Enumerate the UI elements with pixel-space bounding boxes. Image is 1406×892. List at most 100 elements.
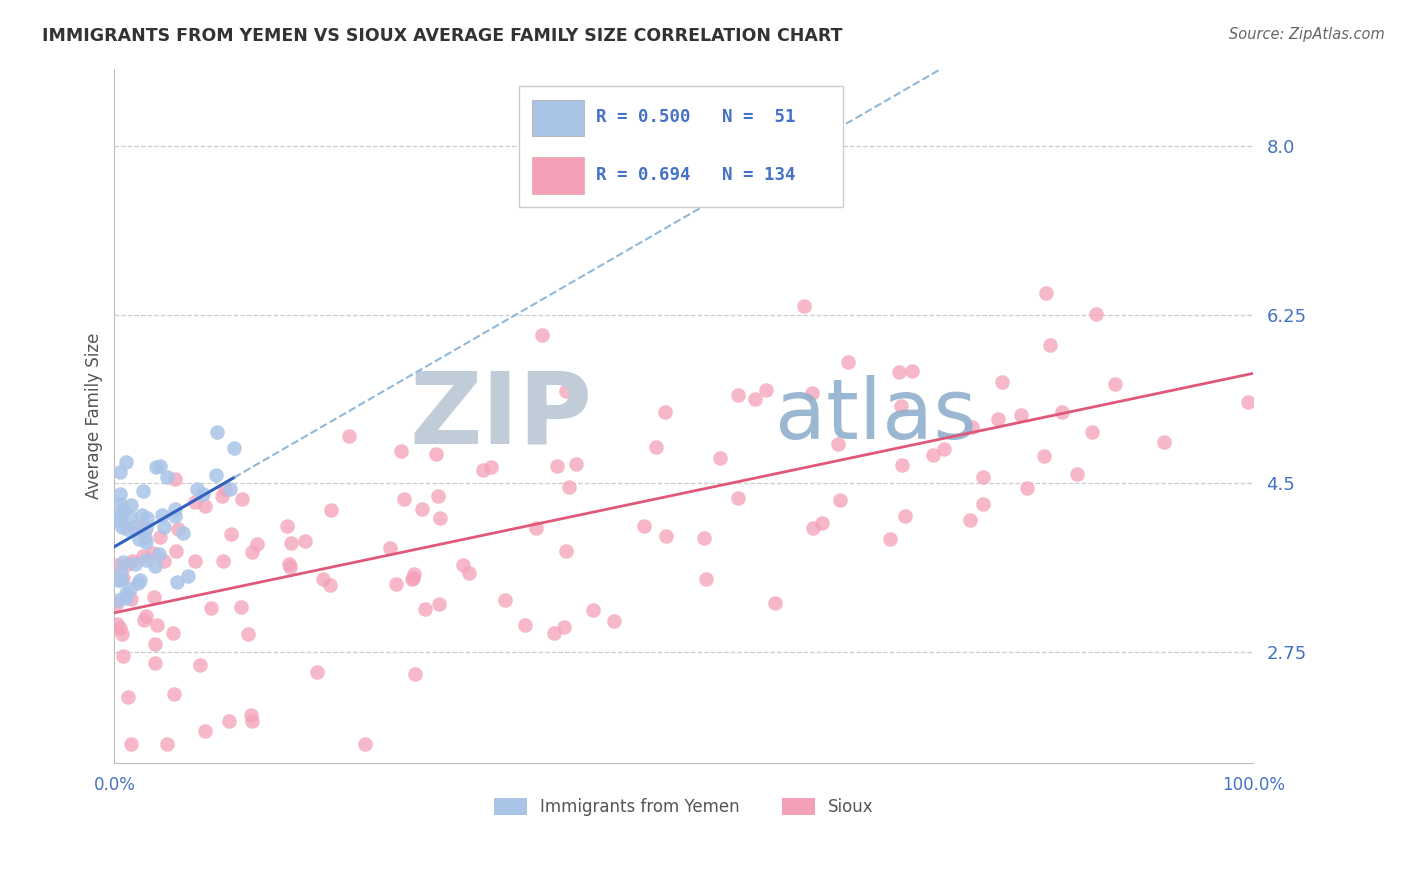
Point bbox=[1066, 467, 1088, 481]
Point bbox=[763, 596, 786, 610]
Point bbox=[427, 597, 450, 611]
Point bbox=[166, 574, 188, 589]
Point bbox=[110, 566, 132, 580]
Point bbox=[1104, 376, 1126, 391]
Point bbox=[276, 518, 298, 533]
Bar bbox=[533, 100, 583, 136]
Point bbox=[121, 737, 143, 751]
Point bbox=[401, 572, 423, 586]
Point bbox=[207, 425, 229, 440]
Point bbox=[110, 509, 132, 524]
Point bbox=[727, 388, 749, 402]
Point bbox=[142, 591, 165, 605]
Point bbox=[389, 444, 412, 458]
Point bbox=[1032, 449, 1054, 463]
Point bbox=[117, 690, 139, 704]
Point bbox=[392, 491, 415, 506]
Point bbox=[118, 509, 141, 524]
Point bbox=[1236, 395, 1258, 409]
Point bbox=[1035, 286, 1057, 301]
Point bbox=[191, 487, 214, 501]
Point bbox=[1050, 405, 1073, 419]
Point bbox=[134, 530, 156, 544]
Point bbox=[801, 386, 824, 401]
Point bbox=[901, 364, 924, 378]
Point bbox=[143, 559, 166, 574]
Point bbox=[128, 532, 150, 546]
Point bbox=[811, 516, 834, 530]
Point bbox=[129, 519, 152, 533]
Point bbox=[163, 687, 186, 701]
Point bbox=[110, 574, 132, 588]
Point bbox=[212, 554, 235, 568]
FancyBboxPatch shape bbox=[519, 86, 844, 208]
Point bbox=[543, 626, 565, 640]
Point bbox=[111, 627, 134, 641]
Point bbox=[411, 502, 433, 516]
Point bbox=[111, 520, 134, 534]
Point bbox=[148, 459, 170, 474]
Point bbox=[153, 554, 176, 568]
Point bbox=[146, 618, 169, 632]
Point bbox=[115, 591, 138, 606]
Point bbox=[472, 463, 495, 477]
Bar bbox=[533, 157, 583, 194]
Point bbox=[224, 441, 246, 455]
Point bbox=[401, 571, 423, 585]
Point bbox=[108, 487, 131, 501]
Point bbox=[132, 483, 155, 498]
Point bbox=[378, 541, 401, 555]
Point bbox=[111, 555, 134, 569]
Point bbox=[413, 601, 436, 615]
Point bbox=[214, 482, 236, 496]
Point bbox=[837, 355, 859, 369]
Point bbox=[108, 465, 131, 479]
Text: IMMIGRANTS FROM YEMEN VS SIOUX AVERAGE FAMILY SIZE CORRELATION CHART: IMMIGRANTS FROM YEMEN VS SIOUX AVERAGE F… bbox=[42, 27, 842, 45]
Point bbox=[105, 596, 128, 610]
Point bbox=[1010, 408, 1032, 422]
Point bbox=[354, 737, 377, 751]
Point bbox=[319, 502, 342, 516]
Point bbox=[793, 299, 815, 313]
Point bbox=[231, 599, 253, 614]
Point bbox=[240, 714, 263, 729]
Point bbox=[135, 535, 157, 549]
Point bbox=[105, 558, 128, 572]
Point bbox=[887, 365, 910, 379]
Point bbox=[165, 509, 187, 524]
Point bbox=[960, 420, 983, 434]
Point bbox=[242, 545, 264, 559]
Point bbox=[200, 601, 222, 615]
Point bbox=[987, 412, 1010, 426]
Point bbox=[531, 328, 554, 343]
Point bbox=[801, 521, 824, 535]
Point bbox=[921, 448, 943, 462]
Point bbox=[564, 457, 586, 471]
Point bbox=[294, 533, 316, 548]
Point bbox=[558, 480, 581, 494]
Point bbox=[494, 593, 516, 607]
Point bbox=[162, 626, 184, 640]
Point bbox=[744, 392, 766, 407]
Point bbox=[190, 657, 212, 672]
Point bbox=[205, 468, 228, 483]
Point bbox=[184, 494, 207, 508]
Point bbox=[120, 498, 142, 512]
Y-axis label: Average Family Size: Average Family Size bbox=[86, 333, 103, 499]
Point bbox=[479, 459, 502, 474]
Point bbox=[458, 566, 481, 580]
Point bbox=[582, 603, 605, 617]
Point bbox=[246, 536, 269, 550]
Point bbox=[555, 544, 578, 558]
Point bbox=[107, 573, 129, 587]
Point bbox=[278, 560, 301, 574]
Point bbox=[827, 437, 849, 451]
Point bbox=[120, 582, 142, 596]
Point bbox=[156, 470, 179, 484]
Point bbox=[111, 649, 134, 664]
Point bbox=[143, 638, 166, 652]
Point bbox=[150, 508, 173, 522]
Point bbox=[143, 657, 166, 671]
Point bbox=[218, 714, 240, 728]
Point bbox=[959, 513, 981, 527]
